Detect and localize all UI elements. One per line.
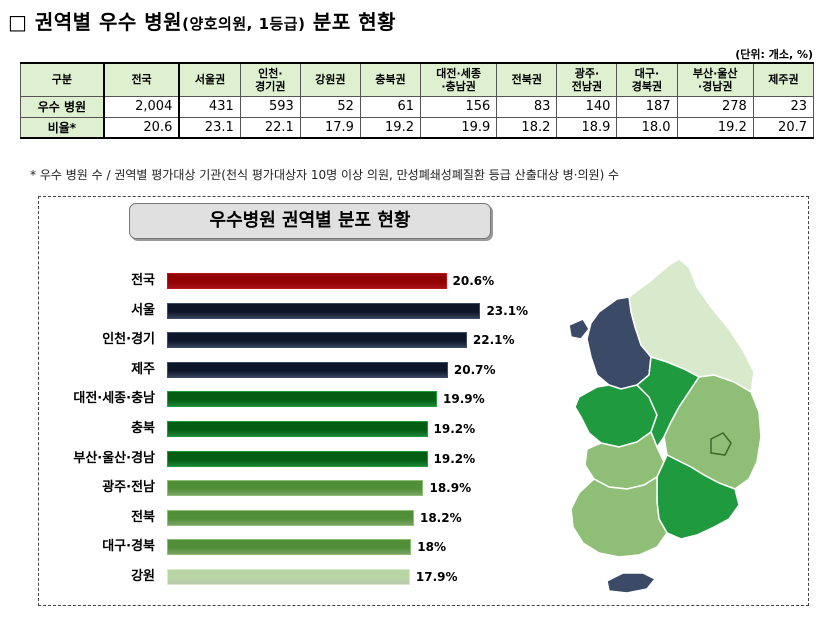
bar-category-label: 인천·경기	[102, 332, 155, 348]
table-cell: 431	[178, 95, 241, 118]
bar-row: 대구·경북 18%	[39, 537, 539, 557]
table-cell: 2,004	[102, 95, 180, 118]
table-header-cell: 전북권	[496, 62, 558, 97]
table-row: 우수 병원 2,004 431 593 52 61 156 83 140 187 278 23	[19, 95, 815, 118]
bar-row: 대전·세종·충남 19.9%	[39, 389, 539, 409]
footnote: * 우수 병원 수 / 권역별 평가대상 기관(천식 평가대상자 10명 이상 …	[30, 168, 620, 182]
bar-row: 서울 23.1%	[39, 301, 539, 321]
bar-row: 전국 20.6%	[39, 271, 539, 291]
bar-chart: 전국 20.6% 서울 23.1% 인천·경기 22.1% 제주 20.7% 대전·세종·충남 1…	[39, 197, 810, 607]
bar-row: 전북 18.2%	[39, 508, 539, 528]
bar	[167, 361, 448, 378]
bar-row: 충북 19.2%	[39, 419, 539, 439]
bar	[167, 273, 447, 289]
page-title: □ 권역별 우수 병원(양호의원, 1등급) 분포 현황	[8, 6, 396, 35]
bar-value-label: 19.2%	[433, 451, 476, 466]
bar	[167, 332, 467, 349]
bar-category-label: 대전·세종·충남	[73, 391, 155, 407]
stats-table: 구분 전국 서울권 인천· 경기권 강원권 충북권 대전·세종 ·충남권 전북권 광주· 전남권 대구·…	[19, 62, 815, 139]
map-region-incheon	[568, 318, 590, 340]
table-cell: 19.2	[359, 116, 421, 139]
bar-value-label: 18%	[417, 540, 446, 555]
table-header-cell: 인천· 경기권	[239, 62, 301, 97]
table-cell: 18.0	[616, 116, 678, 139]
table-cell: 61	[359, 95, 421, 118]
bar-row: 인천·경기 22.1%	[39, 330, 539, 350]
map-region-daegu	[710, 432, 732, 456]
table-row-label: 비율*	[19, 116, 105, 139]
table-header-cell: 제주권	[752, 62, 815, 97]
table-cell: 18.2	[496, 116, 558, 139]
bar-row: 강원 17.9%	[39, 567, 539, 587]
table-header-cell: 대전·세종 ·충남권	[419, 62, 498, 97]
bar	[167, 391, 438, 408]
table-row: 비율* 20.6 23.1 22.1 17.9 19.2 19.9 18.2 18.9 18.0 1…	[19, 116, 815, 139]
table-header-cell: 구분	[19, 62, 105, 97]
title-main: □ 권역별 우수 병원	[8, 10, 183, 34]
bar-category-label: 대구·경북	[102, 539, 155, 555]
table-cell: 20.6	[102, 116, 180, 139]
bar-row: 부산·울산·경남 19.2%	[39, 449, 539, 469]
table-cell: 278	[676, 95, 754, 118]
bar-category-label: 부산·울산·경남	[73, 450, 155, 466]
table-cell: 18.9	[556, 116, 618, 139]
table-cell: 52	[299, 95, 361, 118]
table-header-row: 구분 전국 서울권 인천· 경기권 강원권 충북권 대전·세종 ·충남권 전북권 광주· 전남권 대구·…	[19, 62, 815, 97]
bar-row: 제주 20.7%	[39, 360, 539, 380]
map-region-jeonnam	[570, 475, 668, 558]
bar-category-label: 광주·전남	[102, 480, 155, 496]
table-header-cell: 전국	[102, 62, 180, 97]
bar-category-label: 제주	[131, 361, 155, 377]
chart-title: 우수병원 권역별 분포 현황	[129, 203, 491, 239]
bar-value-label: 23.1%	[486, 303, 529, 318]
bar-value-label: 18.2%	[419, 510, 462, 525]
table-cell: 20.7	[752, 116, 815, 139]
bar-category-label: 강원	[131, 569, 155, 584]
chart-panel: 우수병원 권역별 분포 현황 전국 20.6% 서울 23.1% 인천·경기 22.1% 제…	[38, 196, 809, 606]
bar-category-label: 서울	[131, 302, 155, 318]
table-header-cell: 서울권	[178, 62, 241, 97]
table-cell: 22.1	[239, 116, 301, 139]
bar-value-label: 19.9%	[443, 392, 485, 407]
bar-value-label: 20.6%	[452, 274, 495, 288]
map-region-jeju	[606, 572, 657, 594]
bar-category-label: 전국	[131, 273, 155, 288]
table-cell: 593	[239, 95, 301, 118]
title-paren: (양호의원, 1등급)	[182, 15, 306, 33]
bar	[167, 480, 424, 497]
table-cell: 19.9	[419, 116, 498, 139]
table-cell: 19.2	[676, 116, 754, 139]
bar-value-label: 17.9%	[415, 570, 458, 584]
table-cell: 83	[496, 95, 558, 118]
bar-category-label: 충북	[131, 421, 155, 436]
bar	[167, 509, 414, 526]
bar	[167, 450, 428, 467]
table-header-cell: 충북권	[359, 62, 421, 97]
korea-map	[568, 258, 762, 594]
table-header-cell: 부산·울산 ·경남권	[676, 62, 754, 97]
table-cell: 187	[616, 95, 678, 118]
bar	[167, 302, 481, 319]
table-header-cell: 강원권	[299, 62, 361, 97]
bar-value-label: 20.7%	[453, 362, 496, 377]
table-cell: 17.9	[299, 116, 361, 139]
table-cell: 23.1	[178, 116, 241, 139]
bar-row: 광주·전남 18.9%	[39, 478, 539, 498]
table-row-label: 우수 병원	[19, 95, 105, 118]
table-header-cell: 대구· 경북권	[616, 62, 678, 97]
bar-category-label: 전북	[131, 509, 155, 525]
bar-value-label: 19.2%	[433, 422, 476, 436]
bar	[167, 569, 410, 585]
table-cell: 23	[752, 95, 815, 118]
unit-note: (단위: 개소, %)	[735, 48, 813, 61]
bar	[167, 421, 428, 437]
bar-value-label: 22.1%	[472, 333, 515, 348]
table-header-cell: 광주· 전남권	[556, 62, 618, 97]
bar	[167, 539, 412, 556]
title-tail: 분포 현황	[305, 10, 396, 34]
bar-value-label: 18.9%	[429, 481, 472, 496]
table-cell: 156	[419, 95, 498, 118]
table-cell: 140	[556, 95, 618, 118]
